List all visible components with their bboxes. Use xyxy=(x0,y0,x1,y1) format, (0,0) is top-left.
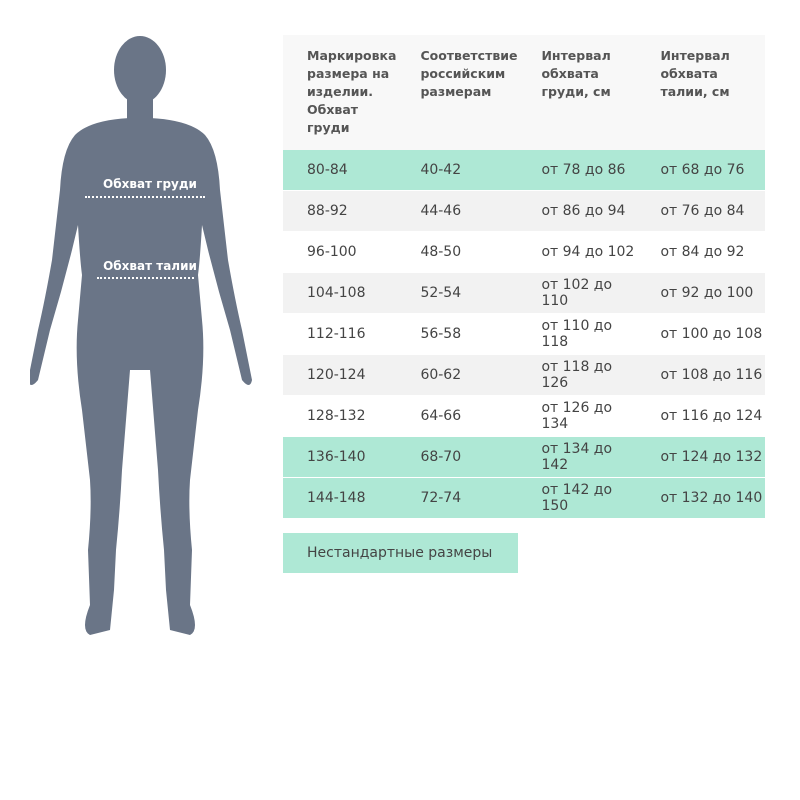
table-cell: 144-148 xyxy=(283,477,397,519)
table-cell: от 118 до 126 xyxy=(517,354,637,396)
table-cell: от 126 до 134 xyxy=(517,395,637,437)
table-cell: от 100 до 108 xyxy=(636,313,765,355)
table-cell: 112-116 xyxy=(283,313,397,355)
table-cell: 40-42 xyxy=(396,150,518,191)
table-cell: от 84 до 92 xyxy=(636,231,765,273)
table-cell: от 78 до 86 xyxy=(517,150,637,191)
table-cell: 60-62 xyxy=(396,354,518,396)
table-row: 120-124 60-62 от 118 до 126 от 108 до 116 xyxy=(283,354,765,396)
waist-line xyxy=(97,277,194,279)
table-cell: 136-140 xyxy=(283,436,397,478)
header-marking: Маркировка размера на изделии. Обхват гр… xyxy=(283,35,397,150)
chest-line xyxy=(85,196,205,198)
table-cell: 44-46 xyxy=(396,190,518,232)
table-cell: 104-108 xyxy=(283,272,397,314)
table-cell: 64-66 xyxy=(396,395,518,437)
table-cell: от 68 до 76 xyxy=(636,150,765,191)
size-table: Маркировка размера на изделии. Обхват гр… xyxy=(283,35,765,519)
header-russian-size: Соответствие российским размерам xyxy=(396,35,518,150)
table-cell: 52-54 xyxy=(396,272,518,314)
table-row: 104-108 52-54 от 102 до 110 от 92 до 100 xyxy=(283,272,765,314)
table-cell: от 102 до 110 xyxy=(517,272,637,314)
table-row: 136-140 68-70 от 134 до 142 от 124 до 132 xyxy=(283,436,765,478)
table-cell: 68-70 xyxy=(396,436,518,478)
table-cell: от 134 до 142 xyxy=(517,436,637,478)
table-cell: от 116 до 124 xyxy=(636,395,765,437)
table-row: 80-84 40-42 от 78 до 86 от 68 до 76 xyxy=(283,150,765,191)
table-row: 144-148 72-74 от 142 до 150 от 132 до 140 xyxy=(283,477,765,519)
table-cell: от 142 до 150 xyxy=(517,477,637,519)
table-cell: от 132 до 140 xyxy=(636,477,765,519)
table-cell: 128-132 xyxy=(283,395,397,437)
table-cell: от 92 до 100 xyxy=(636,272,765,314)
table-cell: 80-84 xyxy=(283,150,397,191)
table-cell: 96-100 xyxy=(283,231,397,273)
chest-label: Обхват груди xyxy=(103,177,197,191)
table-cell: 56-58 xyxy=(396,313,518,355)
table-cell: 48-50 xyxy=(396,231,518,273)
waist-label: Обхват талии xyxy=(103,259,197,273)
table-cell: 120-124 xyxy=(283,354,397,396)
table-header: Маркировка размера на изделии. Обхват гр… xyxy=(283,35,765,150)
table-cell: от 110 до 118 xyxy=(517,313,637,355)
table-row: 128-132 64-66 от 126 до 134 от 116 до 124 xyxy=(283,395,765,437)
table-cell: 72-74 xyxy=(396,477,518,519)
table-cell: от 76 до 84 xyxy=(636,190,765,232)
table-cell: от 94 до 102 xyxy=(517,231,637,273)
header-chest-interval: Интервал обхвата груди, см xyxy=(517,35,637,150)
table-cell: от 86 до 94 xyxy=(517,190,637,232)
table-cell: от 124 до 132 xyxy=(636,436,765,478)
table-row: 112-116 56-58 от 110 до 118 от 100 до 108 xyxy=(283,313,765,355)
table-row: 96-100 48-50 от 94 до 102 от 84 до 92 xyxy=(283,231,765,273)
nonstandard-sizes-button[interactable]: Нестандартные размеры xyxy=(283,533,518,573)
header-waist-interval: Интервал обхвата талии, см xyxy=(636,35,765,150)
table-cell: 88-92 xyxy=(283,190,397,232)
table-cell: от 108 до 116 xyxy=(636,354,765,396)
table-row: 88-92 44-46 от 86 до 94 от 76 до 84 xyxy=(283,190,765,232)
body-silhouette xyxy=(30,36,252,635)
